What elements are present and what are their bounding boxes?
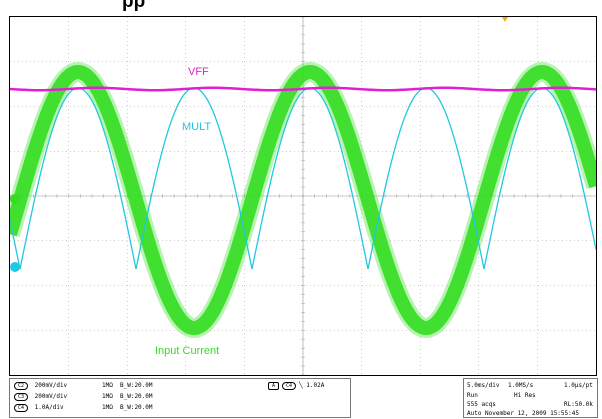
trigger-level: 1.02A [306, 382, 325, 389]
mult-trace-label: MULT [182, 121, 212, 133]
status-bar: C2 200mV/div 1MΩ B_W:20.0M C3 200mV/div … [9, 376, 598, 419]
channel-impedance: 1MΩ [102, 382, 113, 389]
timebase-panel: 5.0ms/div 1.0MS/s 1.0µs/pt Run Hi Res 55… [463, 378, 598, 418]
record-length: RL:50.0k [564, 401, 593, 408]
figure-heading-text: pp [122, 0, 146, 12]
acquisition-count: 555 acqs [467, 401, 496, 408]
scope-display: VFF MULT Input Current [9, 16, 597, 376]
trigger-position-icon [502, 17, 508, 22]
vff-trace [10, 86, 596, 92]
vff-trace-label: VFF [188, 66, 209, 78]
channel-impedance: 1MΩ [102, 393, 113, 400]
figure-heading: pp [0, 0, 602, 16]
channel-row[interactable]: C4 1.0A/div 1MΩ B_W:20.0M [14, 404, 153, 413]
channel-row[interactable]: C2 200mV/div 1MΩ B_W:20.0M [14, 382, 153, 391]
channel-impedance: 1MΩ [102, 404, 113, 411]
channel-tag: C3 [14, 393, 29, 401]
acquisition-mode: Hi Res [514, 392, 536, 399]
acquisition-state[interactable]: Run [467, 392, 478, 399]
channel-tag: C4 [14, 404, 29, 412]
trigger-slope-icon: ╲ [299, 382, 303, 389]
input-current-trace [10, 65, 596, 335]
input-current-trace-noise [10, 62, 596, 338]
time-resolution: 1.0µs/pt [564, 382, 593, 389]
channel-scale: 1.0A/div [34, 404, 64, 411]
mult-ground-marker-icon[interactable] [10, 262, 20, 272]
trigger-source-tag: C4 [282, 382, 297, 390]
timestamp: Auto November 12, 2009 15:55:45 [467, 410, 579, 417]
channel-scale: 200mV/div [34, 382, 68, 389]
trigger-readout[interactable]: A C4 ╲ 1.02A [268, 382, 324, 390]
channel-bandwidth: B_W:20.0M [120, 404, 153, 411]
input-current-trace-label: Input Current [155, 345, 220, 357]
channel-row[interactable]: C3 200mV/div 1MΩ B_W:20.0M [14, 393, 153, 402]
channel-bandwidth: B_W:20.0M [120, 382, 153, 389]
channel-bandwidth: B_W:20.0M [120, 393, 153, 400]
horizontal-scale[interactable]: 5.0ms/div [467, 382, 500, 389]
channel-settings-panel: C2 200mV/div 1MΩ B_W:20.0M C3 200mV/div … [9, 378, 351, 418]
trigger-mode-tag: A [268, 382, 280, 390]
channel-scale: 200mV/div [34, 393, 68, 400]
channel-tag: C2 [14, 382, 29, 390]
sample-rate: 1.0MS/s [508, 382, 534, 389]
mult-trace [10, 87, 596, 270]
waveform-graticule [10, 17, 596, 375]
input-current-ground-marker-icon[interactable] [10, 194, 20, 204]
